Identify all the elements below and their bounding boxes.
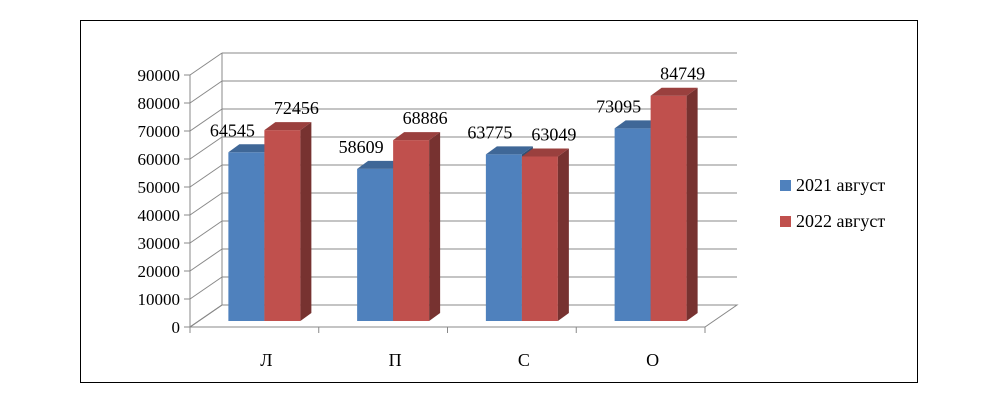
data-label: 63775 [467,122,512,142]
gridline-diagonal [189,220,223,244]
data-label: 58609 [339,137,384,157]
bar-top [650,87,698,96]
bar-side [686,87,698,322]
x-category-label: Л [260,350,272,370]
y-axis-ticks: 0 10000 20000 30000 40000 50000 60000 70000 8000… [138,66,181,337]
bar-front [485,154,522,321]
bar-top [614,120,662,129]
gridline-diagonal [189,304,223,328]
data-label: 63049 [531,124,576,144]
gridline-diagonal [189,192,223,216]
x-category-label: П [389,350,402,370]
gridline-diagonal [189,248,223,272]
gridline-diagonal [189,276,223,300]
bar-top [485,146,533,155]
data-labels: 64545 72456 58609 68886 63775 63049 73095 84749 [210,64,705,157]
legend: 2021 август 2022 август [780,175,885,231]
bar-front [650,95,687,322]
x-category-label: О [646,350,659,370]
y-tick-label: 90000 [138,66,181,85]
bar-top [264,122,312,131]
gridline-diagonal [189,52,223,76]
bar-side [429,132,441,321]
bar [521,148,569,321]
gridline-diagonal [189,80,223,104]
gridline-diagonal [189,164,223,188]
bar-top [393,132,441,141]
side-wall [189,53,223,328]
y-tick-label: 40000 [138,206,181,225]
y-tick-label: 80000 [138,94,181,113]
data-label: 84749 [660,64,705,84]
bar-top [521,148,569,157]
x-category-label: С [518,350,530,370]
bar-front [614,128,651,321]
legend-swatch [780,180,791,191]
bar-front [264,130,301,321]
bar-top [357,160,405,169]
bar [264,122,312,321]
bar-front [228,152,265,321]
bar-side [300,122,312,321]
y-tick-label: 0 [172,318,181,337]
y-tick-label: 30000 [138,234,181,253]
data-label: 68886 [403,108,448,128]
gridline-diagonal [189,108,223,132]
y-tick-label: 70000 [138,122,181,141]
gridline-diagonal [189,136,223,160]
bar-front [357,168,394,321]
legend-swatch [780,216,791,227]
y-tick-label: 20000 [138,262,181,281]
bar [393,132,441,321]
bar-front [393,140,430,321]
data-label: 72456 [274,98,319,118]
bars [228,87,698,322]
y-tick-label: 50000 [138,178,181,197]
bar-front [521,156,558,321]
y-tick-label: 60000 [138,150,181,169]
bar-side [557,148,569,321]
legend-label: 2021 август [796,175,885,195]
bar-top [228,144,276,153]
legend-label: 2022 август [796,211,885,231]
y-tick-label: 10000 [138,290,181,309]
data-label: 73095 [596,96,641,116]
bar [650,87,698,322]
data-label: 64545 [210,120,255,140]
